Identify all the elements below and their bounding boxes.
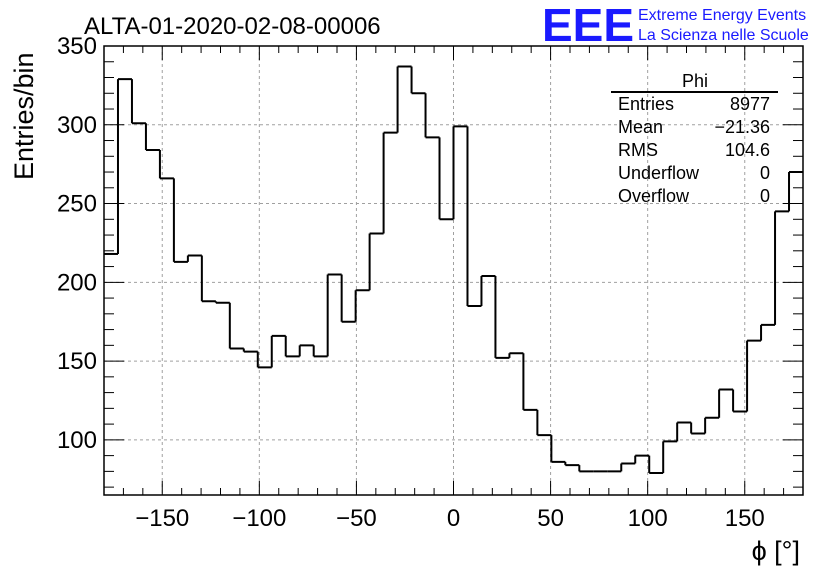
histogram-bin (382, 131, 398, 234)
x-tick-label: 150 (725, 505, 765, 532)
stats-name: Phi (682, 71, 708, 91)
stats-value: −21.36 (714, 117, 770, 137)
histogram-bin (508, 352, 524, 358)
histogram-bin (690, 422, 706, 435)
histogram-bin (648, 455, 664, 474)
histogram-bin (256, 351, 272, 369)
histogram-bin (452, 125, 468, 220)
histogram-bin (158, 149, 174, 180)
histogram-bin (564, 461, 580, 467)
histogram-bin (466, 126, 482, 307)
y-tick-label: 100 (57, 427, 97, 454)
stats-label: Mean (618, 117, 663, 137)
histogram-bin (522, 353, 538, 411)
eee-logo: EEE Extreme Energy Events La Scienza nel… (542, 0, 809, 51)
stats-value: 104.6 (725, 140, 770, 160)
histogram-bin (410, 66, 426, 95)
histogram-bin (130, 79, 146, 125)
histogram-bin (270, 334, 286, 368)
histogram-bin (774, 210, 790, 325)
histogram-bin (550, 435, 566, 463)
logo-line1: Extreme Energy Events (638, 7, 806, 24)
histogram-bin (438, 137, 454, 221)
histogram-bin (214, 301, 230, 304)
histogram-bin (144, 123, 160, 151)
y-tick-label: 250 (57, 191, 97, 218)
histogram-bin (732, 389, 748, 413)
x-tick-label: −50 (336, 505, 377, 532)
grid-lines (104, 46, 803, 495)
histogram-bin (284, 335, 300, 358)
histogram-bin (312, 345, 328, 358)
histogram-bin (578, 465, 594, 473)
logo-mark: EEE (542, 0, 634, 51)
x-axis-title: ϕ [°] (752, 536, 800, 566)
histogram-series (104, 65, 803, 474)
histogram-bin (718, 388, 734, 418)
histogram-bin (354, 289, 370, 322)
histogram-bin (760, 323, 776, 341)
x-tick-label: 50 (537, 505, 564, 532)
y-tick-label: 200 (57, 269, 97, 296)
y-tick-label: 350 (57, 33, 97, 60)
x-tick-label: 0 (447, 505, 460, 532)
y-tick-label: 300 (57, 112, 97, 139)
histogram-bin (620, 462, 636, 472)
axis-ticks (103, 45, 804, 495)
histogram-bin (494, 276, 510, 359)
histogram-bin (396, 65, 412, 133)
histogram-bin (200, 255, 216, 303)
stats-label: RMS (618, 140, 658, 160)
histogram-bin (298, 344, 314, 357)
histogram-bin (172, 178, 188, 263)
x-tick-labels: −150 −100 −50 0 50 100 150 (135, 505, 765, 532)
stats-label: Overflow (618, 186, 690, 206)
x-tick-label: −150 (135, 505, 189, 532)
histogram-bin (340, 274, 356, 323)
histogram-bin (326, 273, 342, 357)
y-tick-labels: 100 150 200 250 300 350 (57, 33, 97, 454)
histogram-bin (788, 171, 803, 212)
x-tick-label: −100 (232, 505, 286, 532)
histogram-bin (634, 454, 650, 464)
y-axis-title: Entries/bin (9, 52, 39, 180)
x-tick-label: 100 (628, 505, 668, 532)
stats-label: Underflow (618, 163, 700, 183)
stats-label: Entries (618, 94, 674, 114)
histogram-bin (116, 78, 132, 254)
histogram-bin (228, 302, 244, 350)
stats-value: 0 (760, 163, 770, 183)
histogram-bin (368, 232, 384, 291)
stats-value: 0 (760, 186, 770, 206)
chart-title: ALTA-01-2020-02-08-00006 (84, 13, 381, 40)
histogram-bin (480, 275, 496, 306)
stats-box: Phi Entries 8977 Mean −21.36 RMS 104.6 Underflo… (611, 71, 778, 206)
stats-value: 8977 (730, 94, 770, 114)
histogram-bin (746, 339, 762, 412)
histogram-bin (662, 440, 678, 473)
histogram-bin (186, 254, 202, 262)
histogram-bin (424, 93, 440, 139)
logo-line2: La Scienza nelle Scuole (638, 27, 809, 44)
histogram-bin (704, 416, 720, 434)
y-tick-label: 150 (57, 348, 97, 375)
histogram-bin (676, 421, 692, 442)
histogram-bin (536, 409, 552, 437)
histogram-bin (242, 348, 258, 353)
